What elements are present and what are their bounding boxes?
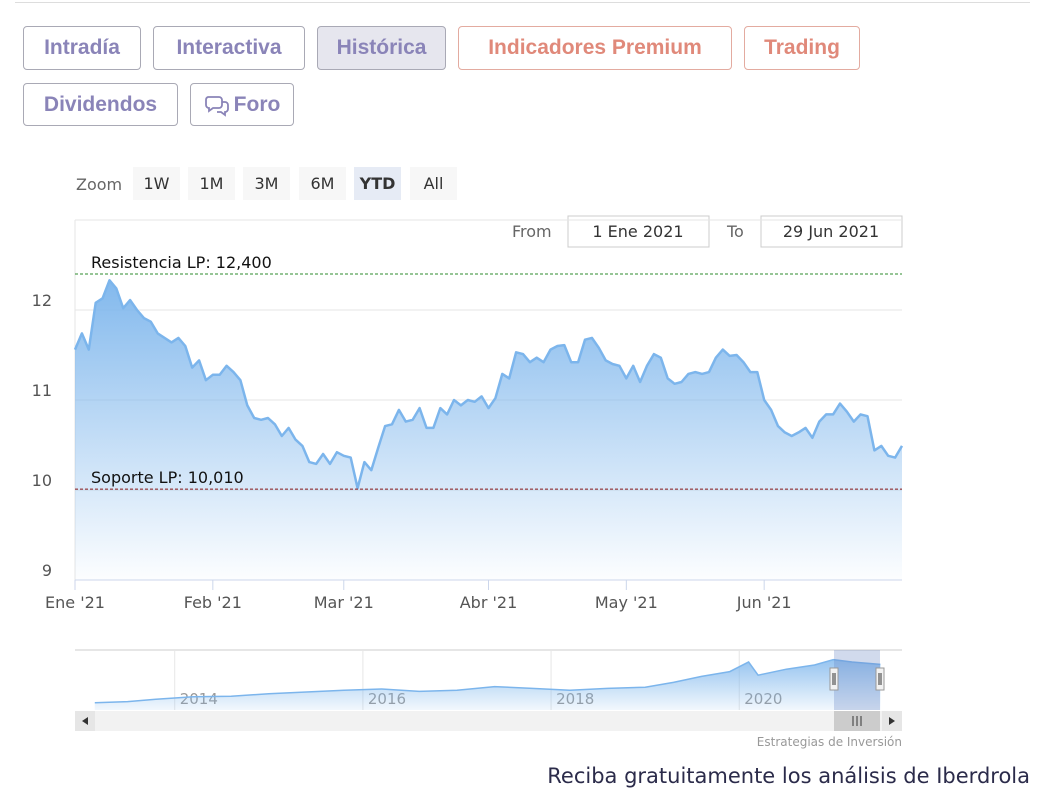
x-tick-label: Ene '21 [45, 593, 105, 612]
zoom-button[interactable] [354, 167, 401, 200]
zoom-button-label: 3M [255, 174, 279, 193]
chat-icon [204, 95, 229, 117]
tab[interactable]: Interactiva [153, 26, 305, 70]
price-line [73, 279, 904, 490]
x-tick-label: Abr '21 [460, 593, 518, 612]
y-tick-label: 10 [32, 471, 52, 490]
scrollbar-track [75, 711, 902, 731]
to-date: 29 Jun 2021 [783, 222, 879, 241]
navigator-tick-label: 2020 [744, 690, 782, 708]
zoom-button-label: YTD [359, 174, 396, 193]
area-fill [75, 280, 902, 580]
plot-line-label: Resistencia LP: 12,400 [91, 253, 272, 272]
from-date: 1 Ene 2021 [592, 222, 683, 241]
from-input[interactable] [567, 215, 710, 248]
tab[interactable]: Intradía [23, 26, 141, 70]
to-input[interactable] [760, 215, 903, 248]
tab[interactable]: Dividendos [23, 83, 178, 126]
zoom-button[interactable] [133, 167, 180, 200]
to-label: To [726, 222, 744, 241]
zoom-button-label: 1W [144, 174, 170, 193]
tab[interactable]: Indicadores Premium [458, 26, 732, 70]
x-tick-label: Mar '21 [314, 593, 374, 612]
navigator-line [94, 658, 881, 704]
x-tick-label: May '21 [595, 593, 658, 612]
tab[interactable]: Histórica [317, 26, 446, 70]
navigator-handle[interactable] [829, 667, 839, 691]
scroll-thumb[interactable] [834, 711, 880, 731]
credit: Estrategias de Inversión [757, 735, 902, 749]
navigator-selection [834, 650, 880, 710]
tab-label: Foro [233, 92, 281, 116]
navigator-handle[interactable] [875, 667, 885, 691]
scroll-left[interactable] [75, 711, 95, 731]
navigator-tick-label: 2014 [180, 690, 218, 708]
zoom-button[interactable] [410, 167, 457, 200]
plot-line-label: Soporte LP: 10,010 [91, 468, 244, 487]
divider [15, 2, 1030, 3]
zoom-label: Zoom [76, 175, 122, 194]
scroll-right-arrow [889, 717, 895, 725]
navigator-tick-label: 2018 [556, 690, 594, 708]
zoom-button-label: 1M [200, 174, 224, 193]
zoom-button[interactable] [299, 167, 346, 200]
y-tick-label: 11 [32, 381, 52, 400]
y-tick-label: 12 [32, 291, 52, 310]
x-tick-label: Jun '21 [736, 593, 792, 612]
from-label: From [512, 222, 552, 241]
y-tick-label: 9 [42, 561, 52, 580]
scroll-left-arrow [82, 717, 88, 725]
zoom-button[interactable] [243, 167, 290, 200]
zoom-button-label: All [424, 174, 444, 193]
tab[interactable]: Foro [190, 83, 294, 126]
x-tick-label: Feb '21 [184, 593, 242, 612]
tab[interactable]: Trading [744, 26, 860, 70]
navigator-tick-label: 2016 [368, 690, 406, 708]
footer-text: Reciba gratuitamente los análisis de Ibe… [547, 764, 1030, 788]
navigator-area [94, 659, 881, 710]
scroll-right[interactable] [882, 711, 902, 731]
zoom-button-label: 6M [311, 174, 335, 193]
zoom-button[interactable] [188, 167, 235, 200]
